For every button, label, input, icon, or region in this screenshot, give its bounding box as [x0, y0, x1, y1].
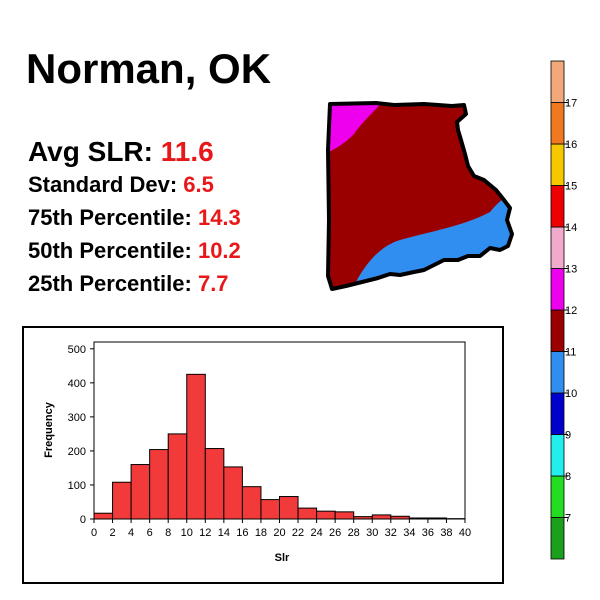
colorbar-label: 13 — [565, 264, 577, 276]
x-tick-label: 4 — [128, 527, 134, 539]
x-tick-label: 34 — [403, 527, 415, 539]
x-tick-label: 38 — [440, 527, 452, 539]
colorbar-segment — [550, 434, 565, 477]
stat-50th-percentile: 50th Percentile: 10.2 — [28, 240, 241, 269]
color-scale-legend: 7 8 9 10 11 12 13 14 15 16 17 — [550, 60, 577, 560]
x-tick-label: 20 — [273, 527, 285, 539]
colorbar-label: 12 — [565, 305, 577, 317]
map-border — [326, 101, 514, 291]
stat-label: 75th Percentile: — [28, 205, 198, 230]
stat-standard-dev: Standard Dev: 6.5 — [28, 174, 241, 203]
histogram-bars — [93, 373, 466, 520]
histogram-bar — [223, 466, 243, 520]
colorbar-segment — [550, 185, 565, 228]
stat-value: 7.7 — [197, 271, 229, 296]
x-tick-labels: 0 2 4 6 8 10 12 14 16 18 20 22 24 26 28 30 32 34 36 38 40 — [91, 527, 471, 539]
histogram-bar — [316, 510, 336, 520]
stat-value: 10.2 — [197, 238, 241, 263]
colorbar-label: 14 — [565, 222, 577, 234]
stat-label: Avg SLR: — [28, 136, 161, 167]
stat-value: 6.5 — [183, 172, 214, 197]
histogram-axes — [90, 341, 466, 523]
colorbar-label: 16 — [565, 139, 577, 151]
y-tick-label: 100 — [68, 480, 86, 492]
histogram-bar — [204, 448, 225, 520]
histogram-bar — [93, 512, 114, 520]
x-tick-label: 28 — [348, 527, 360, 539]
y-tick-labels: 0 100 200 300 400 500 — [68, 344, 86, 526]
x-axis-label: Slr — [275, 552, 290, 564]
histogram-bar — [186, 373, 206, 520]
x-tick-label: 16 — [236, 527, 248, 539]
histogram-bar — [241, 486, 262, 520]
region-map — [326, 101, 514, 291]
stat-value: 14.3 — [197, 205, 241, 230]
x-tick-label: 36 — [422, 527, 434, 539]
y-tick-label: 0 — [80, 514, 86, 526]
colorbar-segment — [550, 268, 565, 311]
colorbar-segment — [550, 102, 565, 145]
histogram-bar — [149, 449, 169, 520]
x-tick-label: 0 — [91, 527, 97, 539]
histogram-bar — [167, 433, 188, 520]
y-tick-label: 500 — [68, 344, 86, 356]
colorbar-label: 15 — [565, 181, 577, 193]
x-tick-label: 26 — [329, 527, 341, 539]
x-tick-label: 14 — [218, 527, 230, 539]
x-tick-label: 18 — [255, 527, 267, 539]
y-tick-label: 400 — [68, 378, 86, 390]
colorbar-label: 7 — [565, 513, 571, 525]
histogram-bar — [130, 464, 151, 520]
histogram-bar — [260, 499, 280, 520]
colorbar-label: 17 — [565, 98, 577, 110]
stat-label: 25th Percentile: — [28, 271, 198, 296]
histogram-bar — [297, 507, 318, 520]
colorbar-segment — [550, 226, 565, 269]
histogram-bar — [112, 481, 132, 520]
colorbar-segment — [550, 517, 565, 560]
histogram-chart: 0 2 4 6 8 10 12 14 16 18 20 22 24 26 28 30 32 34 36 38 40 01… — [43, 341, 471, 564]
colorbar-segment — [550, 351, 565, 394]
colorbar-label: 9 — [565, 430, 571, 442]
map-zone-magenta — [328, 103, 384, 154]
stat-label: 50th Percentile: — [28, 238, 198, 263]
page-title: Norman, OK — [26, 45, 272, 92]
histogram-bar — [371, 514, 392, 520]
x-tick-label: 6 — [147, 527, 153, 539]
stat-value: 11.6 — [160, 136, 214, 167]
histogram-bar — [334, 511, 355, 520]
stat-label: Standard Dev: — [28, 172, 184, 197]
histogram-bar — [279, 496, 299, 520]
stat-25th-percentile: 25th Percentile: 7.7 — [28, 273, 241, 302]
x-tick-label: 40 — [459, 527, 471, 539]
colorbar-segment — [550, 143, 565, 186]
y-tick-label: 200 — [68, 446, 86, 458]
colorbar-label: 11 — [565, 347, 576, 359]
x-tick-label: 8 — [165, 527, 171, 539]
stat-75th-percentile: 75th Percentile: 14.3 — [28, 207, 241, 236]
y-tick-label: 300 — [68, 412, 86, 424]
x-tick-label: 22 — [292, 527, 304, 539]
x-tick-label: 12 — [199, 527, 211, 539]
y-axis-label: Frequency — [43, 401, 55, 458]
colorbar-segment — [550, 392, 565, 435]
stat-avg-slr: Avg SLR: 11.6 — [28, 138, 241, 170]
colorbar-label: 10 — [565, 388, 577, 400]
x-tick-label: 10 — [181, 527, 193, 539]
x-tick-label: 32 — [385, 527, 397, 539]
colorbar-segment — [550, 309, 565, 352]
x-tick-label: 2 — [109, 527, 115, 539]
x-tick-label: 30 — [366, 527, 378, 539]
stats-panel: Avg SLR: 11.6 Standard Dev: 6.5 75th Per… — [28, 138, 241, 302]
x-tick-label: 24 — [310, 527, 322, 539]
colorbar-segment — [550, 60, 565, 103]
colorbar-segment — [550, 475, 565, 518]
colorbar-label: 8 — [565, 471, 571, 483]
